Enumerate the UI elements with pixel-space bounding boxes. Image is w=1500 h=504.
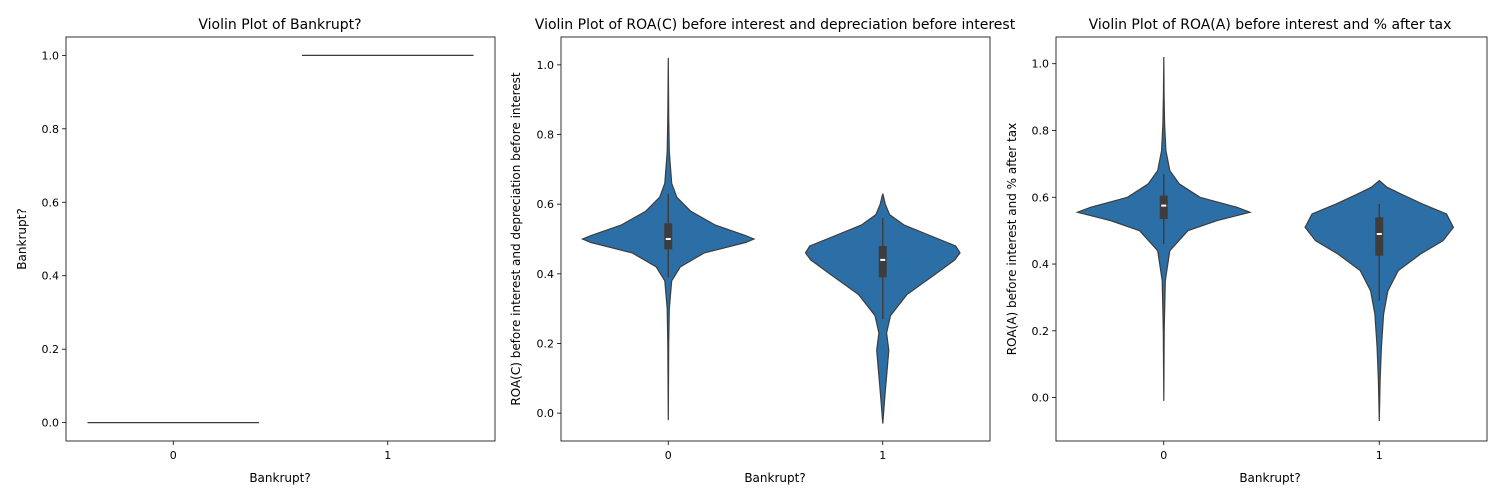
x-tick-label: 0 <box>170 449 177 462</box>
panel-1-ylabel: Bankrupt? <box>15 208 29 269</box>
panel-3-title: Violin Plot of ROA(A) before interest an… <box>1089 17 1452 33</box>
panel-3-ylabel: ROA(A) before interest and % after tax <box>1005 123 1019 355</box>
panel-3-plot-area <box>1075 56 1455 422</box>
y-tick-label: 1.0 <box>537 59 555 72</box>
violin-1-body <box>1304 179 1455 422</box>
y-tick-label: 0.8 <box>537 129 555 142</box>
y-tick-label: 0.6 <box>1032 191 1050 204</box>
y-tick-label: 0.8 <box>42 123 60 136</box>
y-tick-label: 0.0 <box>1032 392 1050 405</box>
y-tick-label: 0.6 <box>42 196 60 209</box>
x-tick-label: 0 <box>665 449 672 462</box>
panel-2-ylabel: ROA(C) before interest and depreciation … <box>509 72 523 406</box>
y-tick-label: 0.2 <box>537 337 555 350</box>
violin-1-iqr-box <box>1375 217 1384 256</box>
panel-2-plot-area <box>580 57 961 424</box>
panel-2-xlabel: Bankrupt? <box>744 471 805 485</box>
y-tick-label: 1.0 <box>42 49 60 62</box>
panel-1: Violin Plot of Bankrupt? Bankrupt? Bankr… <box>15 17 496 485</box>
y-tick-label: 0.0 <box>42 417 60 430</box>
panel-3: Violin Plot of ROA(A) before interest an… <box>1005 17 1488 485</box>
y-tick-label: 0.2 <box>1032 325 1050 338</box>
panel-1-y-axis: 0.0 0.2 0.4 0.6 0.8 1.0 <box>42 49 66 430</box>
y-tick-label: 0.8 <box>1032 124 1050 137</box>
panel-2: Violin Plot of ROA(C) before interest an… <box>509 17 1016 485</box>
y-tick-label: 0.4 <box>1032 258 1050 271</box>
y-tick-label: 0.2 <box>42 343 60 356</box>
x-tick-label: 1 <box>1376 449 1383 462</box>
panel-1-axes-frame <box>65 36 496 442</box>
panel-2-title: Violin Plot of ROA(C) before interest an… <box>535 17 1016 33</box>
y-tick-label: 1.0 <box>1032 58 1050 71</box>
panel-3-y-axis: 0.0 0.2 0.4 0.6 0.8 1.0 <box>1032 58 1056 405</box>
violin-1-iqr-box <box>878 245 887 278</box>
panel-2-axes-frame <box>560 36 991 442</box>
panel-3-xlabel: Bankrupt? <box>1239 471 1300 485</box>
x-tick-label: 0 <box>1160 449 1167 462</box>
panel-1-plot-area <box>87 54 474 424</box>
panel-1-title: Violin Plot of Bankrupt? <box>198 17 361 33</box>
y-tick-label: 0.6 <box>537 198 555 211</box>
panel-1-xlabel: Bankrupt? <box>249 471 310 485</box>
violin-0-iqr-box <box>1159 195 1168 219</box>
y-tick-label: 0.4 <box>42 270 60 283</box>
x-tick-label: 1 <box>384 449 391 462</box>
panel-2-y-axis: 0.0 0.2 0.4 0.6 0.8 1.0 <box>537 59 561 420</box>
y-tick-label: 0.0 <box>537 407 555 420</box>
panel-3-axes-frame <box>1055 36 1488 442</box>
x-tick-label: 1 <box>879 449 886 462</box>
y-tick-label: 0.4 <box>537 268 555 281</box>
violin-0-iqr-box <box>664 223 673 250</box>
